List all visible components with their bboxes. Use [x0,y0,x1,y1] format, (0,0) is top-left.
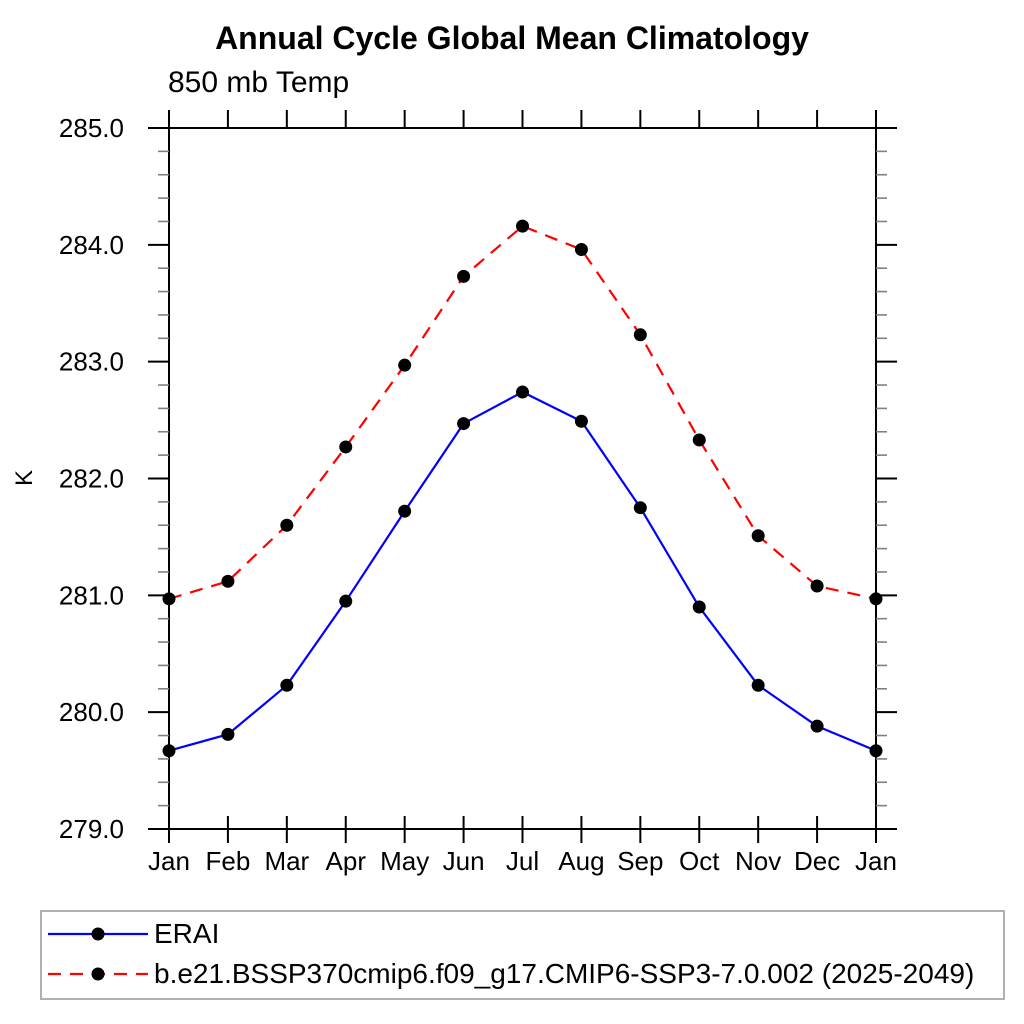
legend-item-model: b.e21.BSSP370cmip6.f09_g17.CMIP6-SSP3-7.… [46,954,1003,994]
data-point [398,358,412,372]
data-point [280,678,294,692]
x-axis-tick-label: Nov [735,846,781,876]
y-axis-tick-label: 283.0 [59,347,124,377]
data-point [574,414,588,428]
x-axis-tick-label: Apr [326,846,367,876]
x-axis-tick-label: Jul [506,846,539,876]
data-point [339,594,353,608]
chart-subtitle: 850 mb Temp [168,66,350,99]
data-point [398,504,412,518]
data-point [869,744,883,758]
chart-title: Annual Cycle Global Mean Climatology [215,20,809,56]
data-point [751,529,765,543]
data-point [810,719,824,733]
data-point [221,574,235,588]
x-axis-tick-label: Jan [855,846,897,876]
series-line-1 [168,224,877,600]
plot-frame [168,127,877,830]
data-point [457,417,471,431]
y-axis-tick-label: 280.0 [59,697,124,727]
x-axis-tick-label: Aug [558,846,604,876]
legend-label: ERAI [154,918,220,949]
legend-label: b.e21.BSSP370cmip6.f09_g17.CMIP6-SSP3-7.… [154,958,975,989]
data-point [280,518,294,532]
data-point [751,678,765,692]
y-axis-tick-label: 284.0 [59,230,124,260]
legend-swatch-line-icon [48,927,148,941]
data-point [692,433,706,447]
data-point [633,328,647,342]
y-axis-tick-label: 281.0 [59,580,124,610]
legend-swatch-dashed-line-icon [48,967,148,981]
x-axis-tick-label: Jun [443,846,485,876]
data-point [692,600,706,614]
data-point [516,385,529,399]
data-point [633,501,647,515]
y-axis-title: K [11,470,38,486]
data-point [574,243,588,257]
data-point [810,579,824,593]
y-axis-tick-label: 279.0 [59,814,124,844]
x-axis-tick-label: Sep [617,846,663,876]
data-point [339,440,353,454]
data-point [457,269,471,283]
legend: ERAI b.e21.BSSP370cmip6.f09_g17.CMIP6-SS… [40,910,1005,1000]
x-axis-tick-label: May [380,846,429,876]
y-axis-tick-label: 285.0 [59,113,124,143]
x-axis-tick-label: Dec [794,846,840,876]
x-axis-tick-label: Mar [264,846,309,876]
legend-item-erai: ERAI [46,914,1003,954]
data-point [869,592,883,606]
data-point [162,592,176,606]
series-line-0 [168,390,877,752]
y-axis-tick-label: 282.0 [59,464,124,494]
data-point [516,219,529,233]
plot-area: K 279.0 280.0 281.0 282.0 283.0 284.0 285.0 Jan… [11,110,897,876]
x-axis-tick-label: Oct [679,846,720,876]
x-axis-tick-label: Jan [148,846,190,876]
x-axis-tick-label: Feb [206,846,251,876]
data-point [162,744,176,758]
data-point [221,727,235,741]
